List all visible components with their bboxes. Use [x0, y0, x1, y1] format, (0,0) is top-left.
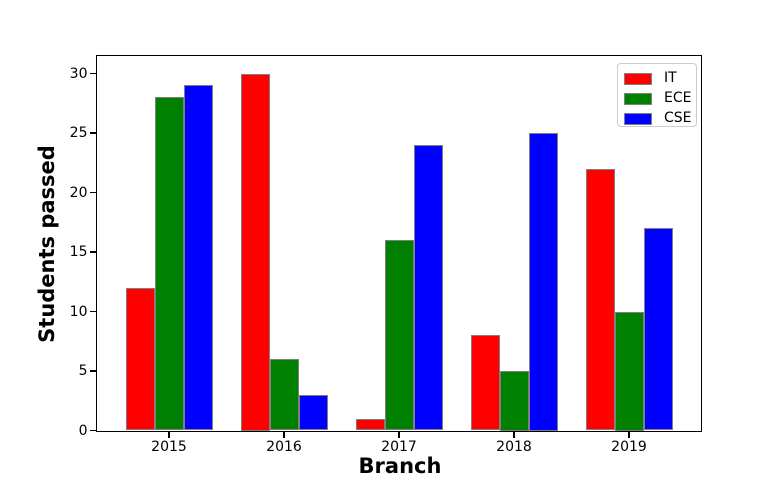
- bar-2018-cse: [528, 133, 558, 431]
- bar-2016-ece: [269, 359, 299, 431]
- x-axis-label: Branch: [358, 454, 442, 478]
- y-tick-label-20: 20: [69, 184, 88, 201]
- bar-2018-ece: [499, 371, 529, 431]
- legend-item-ece: ECE: [618, 90, 696, 107]
- y-tick-mark-0: [90, 429, 96, 432]
- x-tick-mark-2017: [398, 432, 400, 438]
- y-tick-mark-30: [90, 72, 96, 75]
- bar-2017-it: [355, 418, 385, 431]
- x-tick-label-2019: 2019: [611, 438, 647, 455]
- legend-label-ece: ECE: [664, 90, 692, 106]
- y-tick-label-0: 0: [78, 422, 88, 439]
- legend-item-cse: CSE: [618, 110, 696, 127]
- y-tick-mark-20: [90, 191, 96, 194]
- x-tick-label-2017: 2017: [381, 438, 417, 455]
- y-tick-label-10: 10: [69, 303, 88, 320]
- y-axis-label: Students passed: [35, 145, 59, 343]
- legend-label-cse: CSE: [664, 110, 692, 126]
- legend: IT ECE CSE: [617, 63, 697, 127]
- bar-2016-cse: [298, 394, 328, 431]
- x-tick-mark-2015: [168, 432, 170, 438]
- x-tick-mark-2016: [283, 432, 285, 438]
- bar-2016-it: [240, 73, 270, 431]
- x-tick-mark-2018: [513, 432, 515, 438]
- legend-item-it: IT: [618, 70, 696, 87]
- y-tick-label-25: 25: [69, 125, 88, 141]
- bar-2019-ece: [614, 311, 644, 431]
- y-tick-mark-5: [90, 370, 96, 372]
- legend-swatch-cse-icon: [624, 112, 652, 125]
- bar-2015-ece: [154, 97, 184, 431]
- bar-2017-cse: [413, 144, 443, 431]
- legend-swatch-ece-icon: [624, 92, 652, 105]
- legend-label-it: IT: [664, 70, 677, 86]
- y-tick-mark-15: [90, 251, 96, 253]
- x-tick-mark-2019: [628, 432, 630, 438]
- bar-2019-cse: [643, 228, 673, 431]
- x-tick-label-2016: 2016: [266, 438, 302, 455]
- y-tick-mark-10: [90, 310, 96, 313]
- bar-2015-it: [125, 287, 155, 431]
- bar-2017-ece: [384, 240, 414, 431]
- y-tick-label-15: 15: [69, 244, 88, 260]
- bar-2015-cse: [183, 85, 213, 431]
- bar-2018-it: [470, 335, 500, 431]
- x-tick-label-2015: 2015: [151, 438, 187, 455]
- y-tick-label-30: 30: [69, 65, 88, 82]
- x-tick-label-2018: 2018: [496, 438, 532, 455]
- legend-swatch-it-icon: [624, 72, 652, 85]
- bar-2019-it: [585, 168, 615, 431]
- y-tick-label-5: 5: [78, 363, 88, 379]
- y-tick-mark-25: [90, 132, 96, 134]
